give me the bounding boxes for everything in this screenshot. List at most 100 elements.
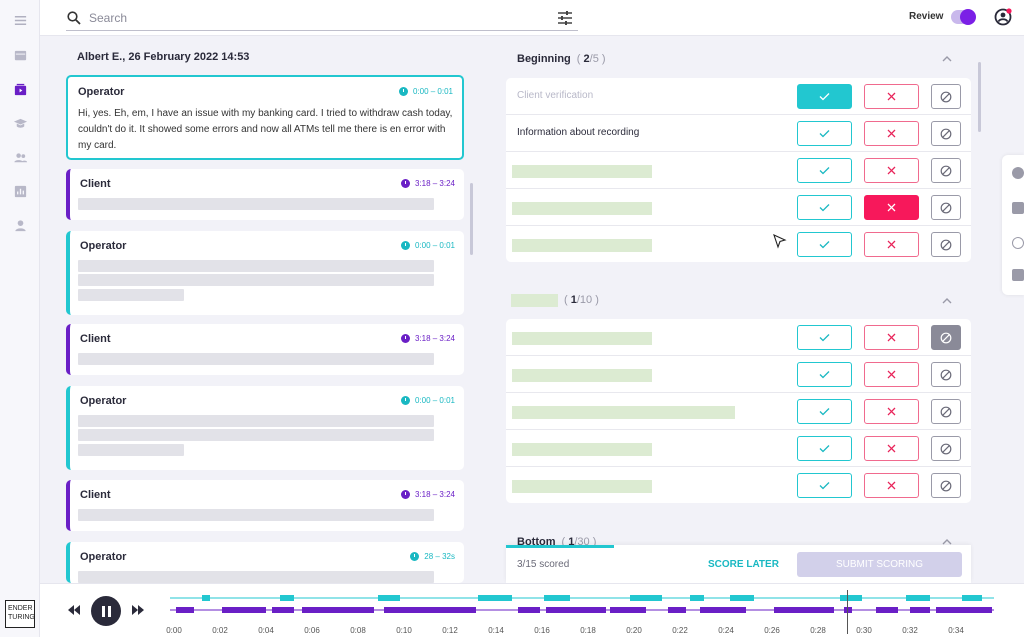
- toggle-knob: [960, 9, 976, 25]
- reject-button[interactable]: [864, 399, 919, 424]
- record-icon[interactable]: [1012, 167, 1024, 179]
- search-input[interactable]: [89, 10, 529, 25]
- pause-button[interactable]: [91, 596, 121, 626]
- close-icon: [887, 407, 896, 416]
- transcript-scrollbar[interactable]: [470, 183, 473, 255]
- message-client[interactable]: Client 3:18 – 3:24: [66, 480, 464, 531]
- redacted-text: [78, 444, 184, 456]
- operator-segment: [906, 595, 930, 601]
- fast-forward-icon[interactable]: [132, 605, 144, 615]
- submit-scoring-button[interactable]: SUBMIT SCORING: [797, 552, 962, 577]
- rewind-icon[interactable]: [68, 605, 80, 615]
- approve-button[interactable]: [797, 325, 852, 350]
- pin-icon[interactable]: [1012, 269, 1024, 281]
- not-applicable-button[interactable]: [931, 362, 961, 387]
- dashboard-icon[interactable]: [12, 47, 28, 63]
- message-time[interactable]: 3:18 – 3:24: [400, 490, 455, 499]
- message-time[interactable]: 28 – 32s: [410, 552, 455, 561]
- approve-button[interactable]: [797, 84, 852, 109]
- analytics-icon[interactable]: [12, 183, 28, 199]
- message-operator[interactable]: Operator 0:00 – 0:01: [66, 386, 464, 470]
- message-client[interactable]: Client 3:18 – 3:24: [66, 169, 464, 220]
- operator-segment: [478, 595, 512, 601]
- not-applicable-button[interactable]: [931, 232, 961, 257]
- not-applicable-button[interactable]: [931, 473, 961, 498]
- timeline-tick-label: 0:18: [580, 626, 596, 635]
- chevron-up-icon[interactable]: [942, 296, 952, 306]
- approve-button[interactable]: [797, 362, 852, 387]
- message-time[interactable]: 3:18 – 3:24: [400, 179, 455, 188]
- timeline-tick-label: 0:06: [304, 626, 320, 635]
- message-operator[interactable]: Operator 28 – 32s: [66, 542, 464, 583]
- reject-button[interactable]: [864, 84, 919, 109]
- reject-button[interactable]: [864, 473, 919, 498]
- not-applicable-button[interactable]: [931, 195, 961, 220]
- approve-button[interactable]: [797, 436, 852, 461]
- approve-button[interactable]: [797, 232, 852, 257]
- message-time-label: 0:00 – 0:01: [414, 241, 455, 250]
- reject-button[interactable]: [864, 232, 919, 257]
- clock-icon: [410, 552, 420, 561]
- calls-icon[interactable]: [12, 81, 28, 97]
- block-icon: [940, 202, 952, 213]
- not-applicable-button[interactable]: [931, 436, 961, 461]
- approve-button[interactable]: [797, 121, 852, 146]
- team-icon[interactable]: [12, 149, 28, 165]
- not-applicable-button[interactable]: [931, 121, 961, 146]
- message-operator[interactable]: Operator 0:00 – 0:01 Hi, yes. Eh, em, I …: [66, 75, 464, 160]
- clock-icon: [400, 179, 410, 188]
- client-segment: [610, 607, 646, 613]
- operator-segment: [962, 595, 982, 601]
- filter-settings-icon[interactable]: [556, 9, 574, 27]
- client-segment: [876, 607, 898, 613]
- section-count: ( 1/10 ): [564, 294, 599, 307]
- reject-button[interactable]: [864, 362, 919, 387]
- client-segment: [546, 607, 606, 613]
- block-icon: [940, 443, 952, 454]
- comment-icon[interactable]: [1012, 202, 1024, 214]
- not-applicable-button[interactable]: [931, 158, 961, 183]
- client-segment: [222, 607, 266, 613]
- account-icon[interactable]: [994, 8, 1012, 26]
- playhead[interactable]: [847, 590, 848, 634]
- profile-icon[interactable]: [12, 217, 28, 233]
- not-applicable-button[interactable]: [931, 325, 961, 350]
- approve-button[interactable]: [797, 195, 852, 220]
- timeline-tick-label: 0:14: [488, 626, 504, 635]
- approve-button[interactable]: [797, 399, 852, 424]
- review-toggle[interactable]: [951, 9, 976, 25]
- reject-button[interactable]: [864, 195, 919, 220]
- block-icon: [940, 165, 952, 176]
- education-icon[interactable]: [12, 115, 28, 131]
- client-segment: [518, 607, 540, 613]
- reject-button[interactable]: [864, 158, 919, 183]
- reject-button[interactable]: [864, 121, 919, 146]
- not-applicable-button[interactable]: [931, 84, 961, 109]
- message-time[interactable]: 0:00 – 0:01: [400, 241, 455, 250]
- message-time[interactable]: 0:00 – 0:01: [398, 87, 453, 96]
- logo-line-1: ENDER: [8, 605, 33, 612]
- transcript-title: Albert E., 26 February 2022 14:53: [77, 51, 250, 63]
- message-operator[interactable]: Operator 0:00 – 0:01: [66, 231, 464, 315]
- info-icon[interactable]: [1012, 237, 1024, 249]
- message-time[interactable]: 0:00 – 0:01: [400, 396, 455, 405]
- not-applicable-button[interactable]: [931, 399, 961, 424]
- menu-icon[interactable]: [12, 12, 28, 28]
- message-time[interactable]: 3:18 – 3:24: [400, 334, 455, 343]
- criterion-label: Client verification: [517, 90, 594, 101]
- chevron-up-icon[interactable]: [942, 537, 952, 547]
- scoring-scrollbar[interactable]: [978, 62, 981, 132]
- timeline-tick-label: 0:02: [212, 626, 228, 635]
- speaker-timeline[interactable]: [170, 591, 994, 617]
- operator-segment: [730, 595, 754, 601]
- search-box: [66, 5, 578, 31]
- reject-button[interactable]: [864, 436, 919, 461]
- chevron-up-icon[interactable]: [942, 54, 952, 64]
- message-time-label: 3:18 – 3:24: [414, 334, 455, 343]
- score-later-button[interactable]: SCORE LATER: [708, 559, 779, 570]
- reject-button[interactable]: [864, 325, 919, 350]
- approve-button[interactable]: [797, 473, 852, 498]
- client-segment: [700, 607, 746, 613]
- message-client[interactable]: Client 3:18 – 3:24: [66, 324, 464, 375]
- approve-button[interactable]: [797, 158, 852, 183]
